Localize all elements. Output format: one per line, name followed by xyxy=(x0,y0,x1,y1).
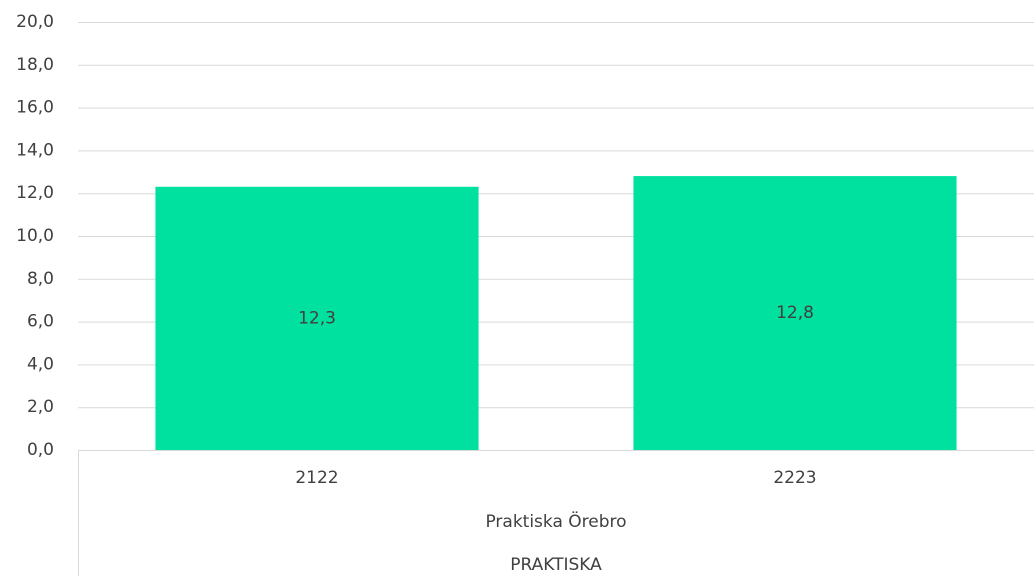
category-group-label: Praktiska Örebro xyxy=(485,510,626,532)
bar xyxy=(155,186,479,450)
x-tick-label: 2122 xyxy=(295,468,338,488)
y-tick-label: 0,0 xyxy=(27,440,54,460)
y-tick-label: 12,0 xyxy=(16,183,54,203)
bar xyxy=(633,176,957,450)
y-tick-label: 6,0 xyxy=(27,312,54,332)
y-tick-label: 16,0 xyxy=(16,98,54,118)
data-label: 12,8 xyxy=(776,303,814,323)
x-tick-label: 2223 xyxy=(773,468,816,488)
y-tick-label: 4,0 xyxy=(27,354,54,374)
y-tick-label: 20,0 xyxy=(16,12,54,32)
category-group-label: PRAKTISKA xyxy=(510,555,602,575)
y-tick-label: 10,0 xyxy=(16,226,54,246)
y-tick-label: 8,0 xyxy=(27,269,54,289)
data-label: 12,3 xyxy=(298,308,336,328)
y-tick-label: 14,0 xyxy=(16,140,54,160)
y-tick-label: 2,0 xyxy=(27,397,54,417)
y-tick-label: 18,0 xyxy=(16,55,54,75)
